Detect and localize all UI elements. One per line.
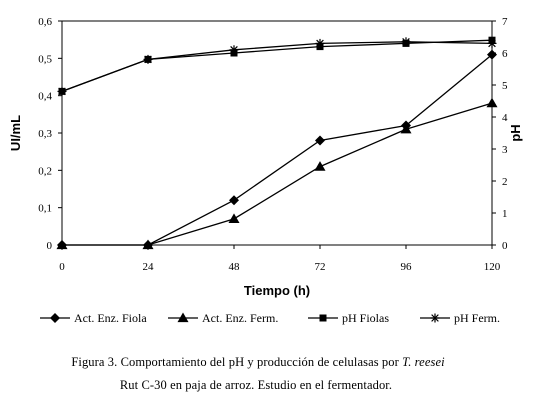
series-line	[62, 54, 493, 246]
legend-label: pH Ferm.	[454, 311, 500, 325]
y-right-tick-label: 3	[502, 144, 508, 156]
asterisk-stroke	[230, 46, 238, 54]
asterisk-stroke	[488, 39, 496, 48]
asterisk-stroke	[431, 314, 439, 322]
series-diamond	[57, 49, 497, 250]
diamond-marker	[487, 49, 497, 60]
figure-caption-line-2: Rut C-30 en paja de arroz. Estudio en el…	[120, 378, 392, 392]
x-tick-label: 48	[229, 261, 241, 273]
y-right-tick-label: 4	[502, 112, 508, 124]
legend-label: Act. Enz. Fiola	[74, 311, 147, 325]
triangle-marker	[400, 123, 412, 134]
series-line	[61, 39, 493, 93]
triangle-marker	[228, 213, 240, 223]
series-line	[61, 41, 493, 93]
asterisk-stroke	[58, 87, 66, 96]
legend-label: pH Fiolas	[342, 311, 389, 325]
x-axis-title: Tiempo (h)	[244, 283, 310, 298]
y-left-tick-label: 0,4	[38, 91, 52, 103]
y-right-axis-title: pH	[508, 124, 523, 141]
x-tick-label: 0	[59, 261, 65, 273]
triangle-marker	[486, 97, 498, 108]
y-left-tick-label: 0,1	[38, 203, 52, 215]
y-left-tick-label: 0,6	[38, 16, 52, 28]
legend-item: Act. Enz. Fiola	[40, 311, 147, 325]
x-tick-label: 120	[484, 261, 501, 273]
caption-prefix: Figura 3. Comportamiento del pH y produc…	[71, 355, 402, 369]
legend-item: Act. Enz. Ferm.	[168, 311, 278, 325]
x-tick-label: 24	[143, 261, 155, 273]
asterisk-marker	[401, 37, 411, 47]
asterisk-marker	[430, 313, 440, 323]
triangle-marker	[56, 239, 68, 250]
y-right-tick-label: 7	[502, 16, 508, 28]
figure-caption-line-1: Figura 3. Comportamiento del pH y produc…	[71, 355, 445, 369]
asterisk-marker	[487, 38, 497, 48]
asterisk-stroke	[316, 39, 324, 48]
y-right-tick-label: 0	[502, 240, 508, 252]
diamond-marker	[50, 313, 60, 323]
asterisk-marker	[57, 86, 67, 96]
legend-item: pH Fiolas	[308, 311, 389, 325]
y-right-tick-label: 6	[502, 48, 508, 60]
series-square	[58, 36, 496, 95]
triangle-marker	[314, 161, 326, 171]
asterisk-marker	[143, 54, 153, 64]
y-left-tick-label: 0,5	[38, 53, 52, 65]
y-right-tick-label: 5	[502, 80, 508, 92]
triangle-marker	[142, 239, 154, 250]
asterisk-marker	[229, 45, 239, 55]
asterisk-stroke	[144, 55, 152, 64]
caption-species: T. reesei	[402, 355, 445, 369]
plot-frame	[61, 20, 493, 246]
y-right-tick-label: 1	[502, 208, 508, 220]
y-left-tick-label: 0,3	[38, 128, 52, 140]
square-marker	[319, 314, 327, 322]
y-left-tick-label: 0	[47, 240, 53, 252]
axes-group: 0 0,1 0,2 0,3 0,4 0,5 0,6 0 1 2 3 4 5 6 7 0 24 48 72 96 120 T…	[8, 16, 523, 298]
diamond-marker	[229, 195, 239, 206]
diamond-marker	[315, 135, 325, 146]
y-left-tick-label: 0,2	[38, 165, 52, 177]
legend: Act. Enz. Fiola Act. Enz. Ferm. pH Fiolas p…	[40, 311, 500, 325]
x-tick-label: 96	[401, 261, 413, 273]
triangle-marker	[177, 312, 189, 323]
asterisk-stroke	[402, 38, 410, 46]
legend-item: pH Ferm.	[420, 311, 500, 325]
y-right-tick-label: 2	[502, 176, 508, 188]
x-tick-label: 72	[315, 261, 326, 273]
series-asterisk	[57, 37, 497, 96]
series-line	[62, 102, 493, 246]
series-group	[56, 36, 498, 250]
asterisk-marker	[315, 38, 325, 48]
y-left-axis-title: UI/mL	[8, 115, 23, 151]
legend-label: Act. Enz. Ferm.	[202, 311, 278, 325]
series-triangle	[56, 97, 498, 250]
